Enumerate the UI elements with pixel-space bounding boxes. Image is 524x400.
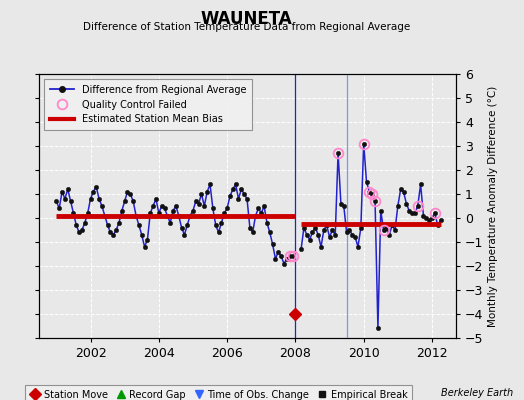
Text: Berkeley Earth: Berkeley Earth — [441, 388, 514, 398]
Legend: Station Move, Record Gap, Time of Obs. Change, Empirical Break: Station Move, Record Gap, Time of Obs. C… — [25, 385, 412, 400]
Y-axis label: Monthly Temperature Anomaly Difference (°C): Monthly Temperature Anomaly Difference (… — [487, 85, 498, 327]
Text: WAUNETA: WAUNETA — [200, 10, 292, 28]
Text: Difference of Station Temperature Data from Regional Average: Difference of Station Temperature Data f… — [83, 22, 410, 32]
